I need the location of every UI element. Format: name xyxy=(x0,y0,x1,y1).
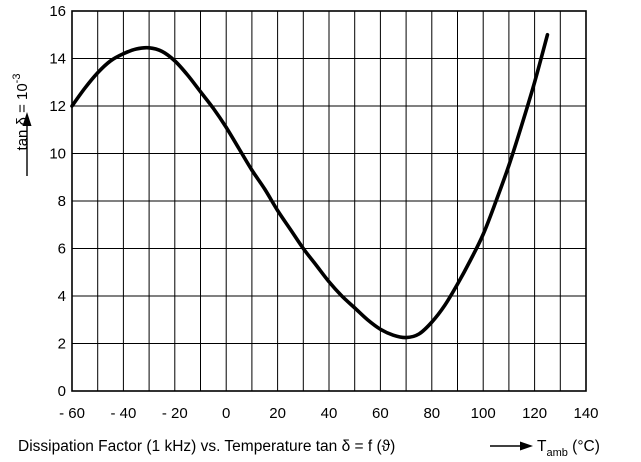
x-tick-label: 0 xyxy=(222,405,230,422)
y-tick-label: 4 xyxy=(58,288,66,305)
x-tick-label: 20 xyxy=(269,405,286,422)
y-tick-label: 6 xyxy=(58,241,66,258)
svg-text:tan δ = 10-3: tan δ = 10-3 xyxy=(11,74,31,151)
x-tick-label: 80 xyxy=(423,405,440,422)
x-tick-label: 100 xyxy=(471,405,496,422)
y-axis-tick-labels: 0 2 4 6 8 10 12 14 16 xyxy=(49,3,66,400)
x-tick-label: 140 xyxy=(573,405,598,422)
x-tick-label: - 20 xyxy=(162,405,188,422)
plot-frame xyxy=(71,10,587,392)
y-tick-label: 0 xyxy=(58,383,66,400)
x-axis-label: Tamb (°C) xyxy=(537,438,600,459)
x-tick-label: 60 xyxy=(372,405,389,422)
y-tick-label: 10 xyxy=(49,146,66,163)
y-axis-label-exponent: -3 xyxy=(11,74,23,84)
y-tick-label: 16 xyxy=(49,3,66,20)
y-tick-label: 8 xyxy=(58,193,66,210)
y-tick-label: 14 xyxy=(49,51,66,68)
series-line xyxy=(70,32,550,340)
x-axis-label-main: T xyxy=(537,438,547,455)
x-axis-arrow xyxy=(490,441,533,451)
x-axis-tick-labels: - 60 - 40 - 20 0 20 40 60 80 100 120 140 xyxy=(59,405,598,422)
x-tick-label: 40 xyxy=(321,405,338,422)
x-axis-label-unit: (°C) xyxy=(568,438,600,455)
x-tick-label: - 40 xyxy=(110,405,136,422)
x-tick-label: - 60 xyxy=(59,405,85,422)
chart-caption: Dissipation Factor (1 kHz) vs. Temperatu… xyxy=(18,438,395,455)
y-tick-label: 12 xyxy=(49,98,66,115)
y-axis-label: tan δ = 10-3 xyxy=(11,74,31,151)
y-axis-arrow xyxy=(22,112,32,176)
y-tick-label: 2 xyxy=(58,336,66,353)
x-tick-label: 120 xyxy=(522,405,547,422)
x-axis-label-subscript: amb xyxy=(546,447,567,459)
grid-lines xyxy=(72,11,586,391)
